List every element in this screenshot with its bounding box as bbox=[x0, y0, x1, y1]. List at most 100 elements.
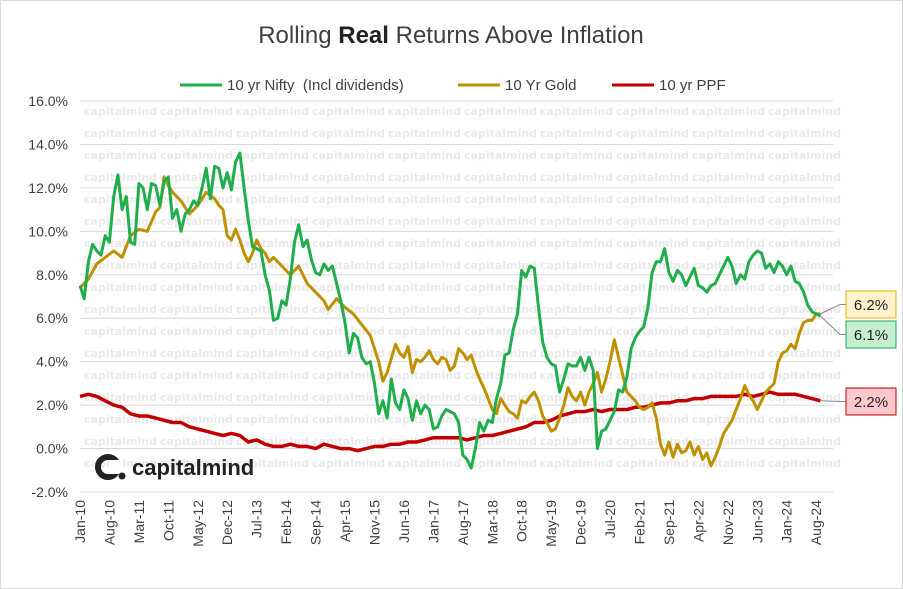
watermark-text: capitalmind bbox=[540, 325, 613, 338]
watermark-text: capitalmind bbox=[540, 193, 613, 206]
watermark-text: capitalmind bbox=[616, 171, 689, 184]
watermark-text: capitalmind bbox=[160, 325, 233, 338]
watermark-text: capitalmind bbox=[388, 237, 461, 250]
watermark-text: capitalmind bbox=[160, 413, 233, 426]
watermark-text: capitalmind bbox=[616, 413, 689, 426]
x-tick-label: Jan-24 bbox=[779, 500, 795, 543]
watermark-text: capitalmind bbox=[464, 105, 537, 118]
watermark-text: capitalmind bbox=[692, 105, 765, 118]
watermark-text: capitalmind bbox=[692, 435, 765, 448]
y-tick-label: 16.0% bbox=[28, 93, 68, 109]
x-tick-label: Sep-14 bbox=[308, 500, 324, 545]
watermark-text: capitalmind bbox=[540, 105, 613, 118]
watermark-text: capitalmind bbox=[388, 171, 461, 184]
watermark-text: capitalmind bbox=[768, 149, 841, 162]
legend-label-nifty: 10 yr Nifty (Incl dividends) bbox=[227, 77, 404, 94]
watermark-text: capitalmind bbox=[312, 149, 385, 162]
x-axis-ticks: Jan-10 Aug-10 Mar-11 Oct-11 May-12 Dec-12 Jul-… bbox=[72, 500, 824, 547]
watermark-text: capitalmind bbox=[236, 457, 309, 470]
x-tick-label: Nov-22 bbox=[720, 500, 736, 545]
watermark-text: capitalmind bbox=[540, 303, 613, 316]
watermark-text: capitalmind bbox=[768, 171, 841, 184]
watermark-text: capitalmind bbox=[236, 325, 309, 338]
watermark-text: capitalmind bbox=[236, 193, 309, 206]
watermark-text: capitalmind bbox=[464, 457, 537, 470]
watermark-text: capitalmind bbox=[616, 281, 689, 294]
watermark-text: capitalmind bbox=[312, 325, 385, 338]
watermark-text: capitalmind bbox=[84, 127, 157, 140]
watermark-text: capitalmind bbox=[464, 215, 537, 228]
watermark-text: capitalmind bbox=[768, 369, 841, 382]
watermark-text: capitalmind bbox=[160, 259, 233, 272]
watermark-text: capitalmind bbox=[464, 303, 537, 316]
watermark-text: capitalmind bbox=[388, 127, 461, 140]
watermark-text: capitalmind bbox=[84, 369, 157, 382]
watermark-text: capitalmind bbox=[160, 347, 233, 360]
watermark-text: capitalmind bbox=[768, 237, 841, 250]
legend-label-gold: 10 Yr Gold bbox=[505, 77, 576, 94]
watermark-text: capitalmind bbox=[160, 281, 233, 294]
watermark-text: capitalmind bbox=[616, 149, 689, 162]
callout-box-gold bbox=[845, 290, 897, 319]
watermark-text: capitalmind bbox=[160, 237, 233, 250]
watermark-text: capitalmind bbox=[236, 347, 309, 360]
watermark-text: capitalmind bbox=[160, 457, 233, 470]
watermark-text: capitalmind bbox=[616, 259, 689, 272]
watermark-text: capitalmind bbox=[540, 149, 613, 162]
y-tick-label: 14.0% bbox=[28, 136, 68, 152]
watermark-text: capitalmind bbox=[616, 105, 689, 118]
watermark-text: capitalmind bbox=[692, 237, 765, 250]
watermark-text: capitalmind bbox=[540, 281, 613, 294]
watermark-text: capitalmind bbox=[84, 171, 157, 184]
watermark-text: capitalmind bbox=[464, 127, 537, 140]
watermark-text: capitalmind bbox=[236, 281, 309, 294]
watermark-text: capitalmind bbox=[692, 127, 765, 140]
x-tick-label: Feb-14 bbox=[278, 500, 294, 545]
watermark-text: capitalmind bbox=[84, 435, 157, 448]
watermark-text: capitalmind bbox=[540, 237, 613, 250]
x-tick-label: Feb-21 bbox=[631, 500, 647, 545]
watermark-text: capitalmind bbox=[464, 259, 537, 272]
chart-title-suffix: Returns Above Inflation bbox=[389, 22, 644, 49]
watermark-text: capitalmind bbox=[312, 193, 385, 206]
logo-c-cut bbox=[109, 460, 122, 474]
watermark-text: capitalmind bbox=[236, 413, 309, 426]
watermark-text: capitalmind bbox=[692, 149, 765, 162]
y-tick-label: 8.0% bbox=[36, 267, 68, 283]
watermark-text: capitalmind bbox=[160, 435, 233, 448]
end-value-callouts: 6.2% 6.1% 2.2% bbox=[820, 290, 897, 416]
chart-title-bold: Real bbox=[338, 22, 389, 49]
watermark-text: capitalmind bbox=[692, 303, 765, 316]
watermark-text: capitalmind bbox=[616, 457, 689, 470]
watermark-text: capitalmind bbox=[464, 149, 537, 162]
watermark-text: capitalmind bbox=[160, 149, 233, 162]
x-tick-label: Mar-11 bbox=[131, 500, 147, 544]
x-tick-label: Mar-18 bbox=[484, 500, 500, 545]
watermark-text: capitalmind bbox=[160, 303, 233, 316]
callout-label-nifty: 6.1% bbox=[854, 327, 888, 344]
x-tick-label: Aug-10 bbox=[101, 500, 117, 545]
watermark-text: capitalmind bbox=[160, 391, 233, 404]
watermark-text: capitalmind bbox=[768, 457, 841, 470]
watermark-text: capitalmind bbox=[692, 413, 765, 426]
watermark-text: capitalmind bbox=[84, 303, 157, 316]
watermark-text: capitalmind bbox=[84, 215, 157, 228]
x-tick-label: Jun-23 bbox=[749, 500, 765, 543]
watermark-text: capitalmind bbox=[388, 457, 461, 470]
watermark-text: capitalmind bbox=[388, 391, 461, 404]
watermark-text: capitalmind bbox=[84, 281, 157, 294]
watermark-text: capitalmind bbox=[768, 325, 841, 338]
y-tick-label: 12.0% bbox=[28, 180, 68, 196]
watermark-text: capitalmind bbox=[540, 259, 613, 272]
y-tick-label: 4.0% bbox=[36, 354, 68, 370]
y-tick-label: 2.0% bbox=[36, 397, 68, 413]
callout-label-ppf: 2.2% bbox=[854, 394, 888, 411]
watermark-text: capitalmind bbox=[540, 215, 613, 228]
watermark-text: capitalmind bbox=[768, 105, 841, 118]
watermark-text: capitalmind bbox=[692, 171, 765, 184]
series-lines bbox=[78, 151, 822, 470]
chart-title: Rolling Real Returns Above Inflation bbox=[258, 22, 644, 49]
